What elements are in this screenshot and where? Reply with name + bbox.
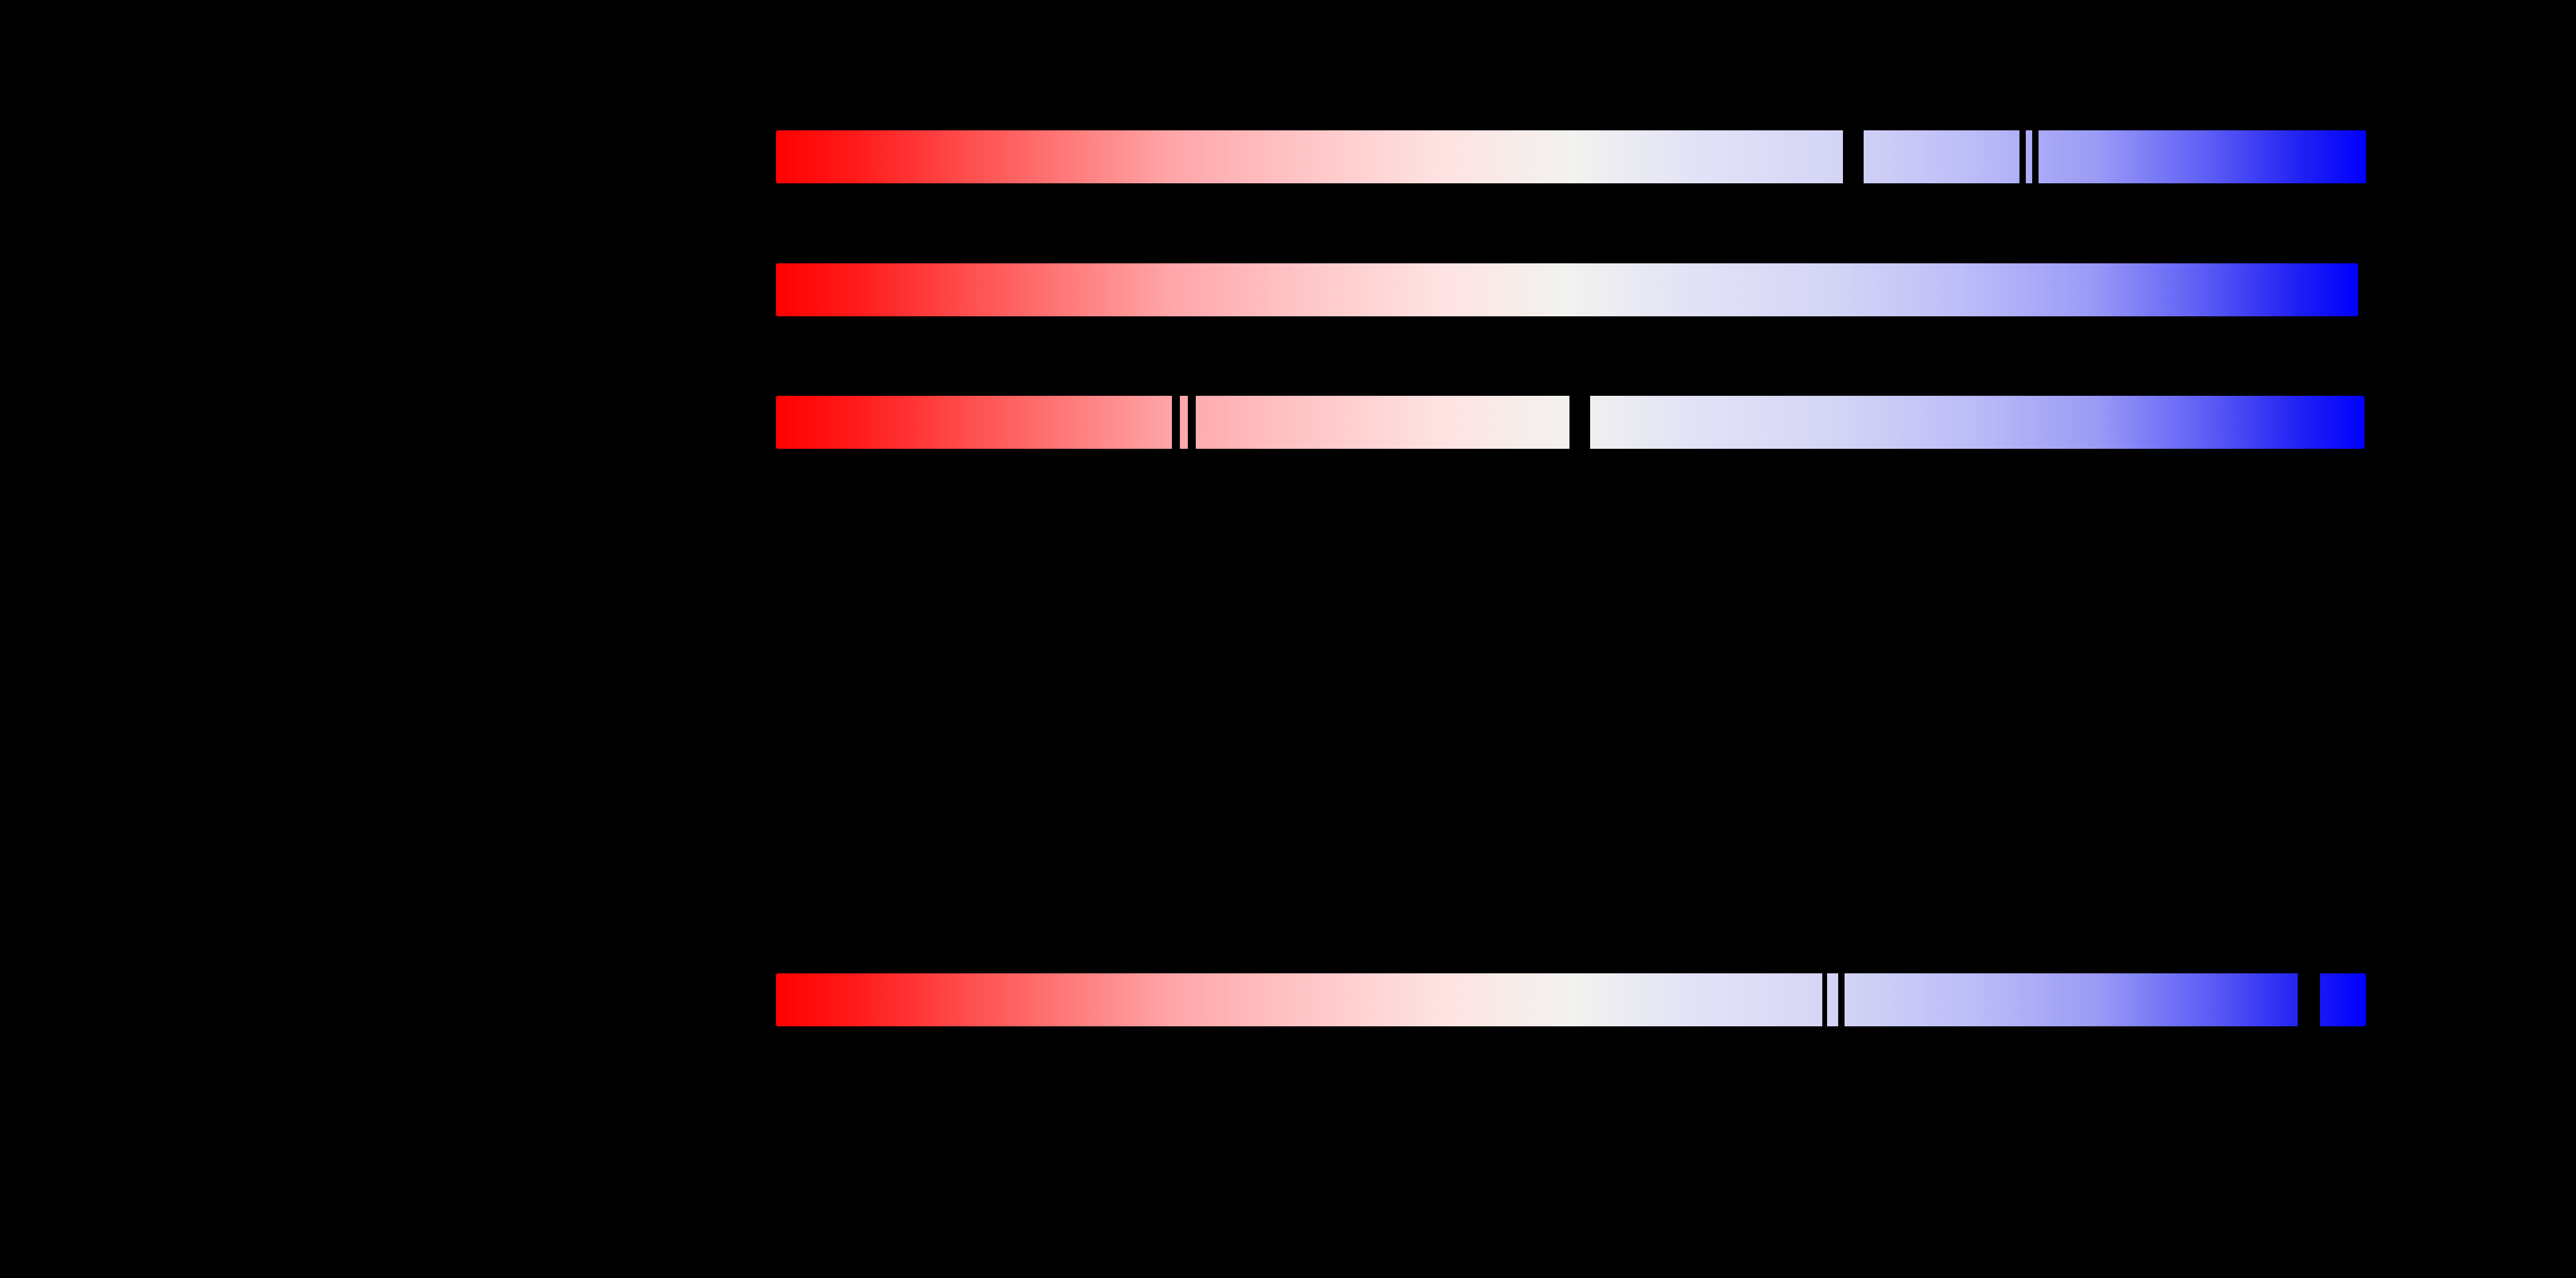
- tick-marker: [1822, 973, 1827, 1027]
- gradient-strip-row-4: [776, 973, 2366, 1027]
- tick-marker: [1838, 973, 1845, 1027]
- tick-marker: [2032, 130, 2039, 184]
- tick-marker: [1172, 395, 1180, 449]
- gradient-strip-row-3: [776, 395, 2365, 449]
- gradient-strip-row-1: [776, 130, 2366, 184]
- tick-marker: [1188, 395, 1196, 449]
- tick-marker: [2019, 130, 2026, 184]
- gap-marker: [1569, 395, 1590, 449]
- gap-marker: [2298, 973, 2320, 1027]
- gradient-strip-row-2: [776, 263, 2358, 316]
- gap-marker: [1843, 130, 1864, 184]
